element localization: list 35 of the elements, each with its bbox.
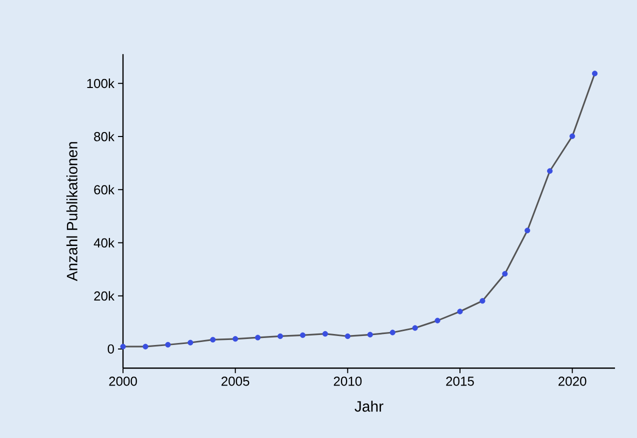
point: [547, 168, 553, 174]
point: [277, 333, 284, 340]
x-axis-title: Jahr: [354, 400, 384, 412]
y-tick-label: 20k: [94, 291, 114, 301]
point: [322, 331, 328, 337]
point: [254, 334, 261, 340]
point: [232, 336, 238, 342]
point: [142, 344, 148, 350]
x-tick-label: 2005: [222, 376, 250, 386]
x-tick-label: 2000: [109, 376, 137, 386]
x-tick-label: 2010: [334, 376, 362, 386]
point: [570, 133, 576, 140]
point: [390, 330, 396, 336]
y-tick-label: 60k: [94, 184, 114, 194]
point: [592, 70, 598, 76]
point: [457, 308, 463, 314]
point: [300, 332, 306, 338]
y-tick-label: 80k: [94, 132, 114, 142]
y-axis-title: Anzahl Publikationen: [66, 142, 78, 282]
point: [344, 333, 350, 340]
point: [502, 271, 508, 277]
x-tick-label: 2015: [446, 376, 474, 386]
point: [210, 336, 216, 342]
x-tick-label: 2020: [558, 376, 586, 386]
point: [412, 325, 418, 331]
point: [524, 228, 530, 234]
point: [188, 340, 194, 346]
point: [434, 318, 440, 324]
y-tick-label: 40k: [94, 238, 114, 248]
point: [367, 332, 373, 338]
y-tick-label: 100k: [87, 78, 114, 88]
point: [165, 342, 171, 348]
point: [120, 344, 126, 350]
point: [480, 298, 486, 304]
y-tick-label: 0: [108, 344, 114, 354]
